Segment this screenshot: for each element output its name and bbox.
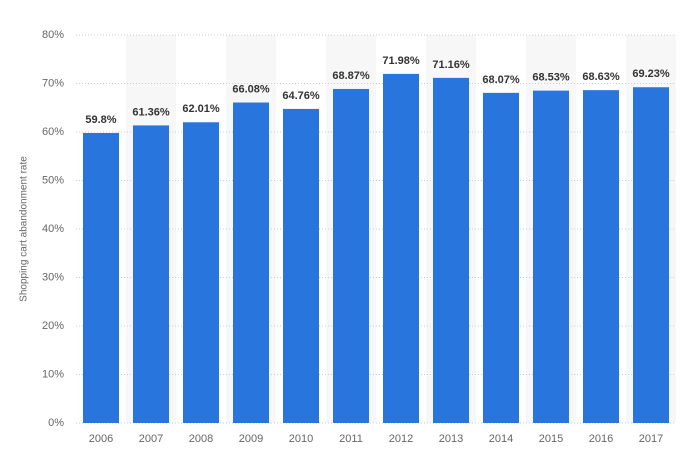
bar [233, 102, 269, 424]
x-tick-label: 2008 [189, 433, 213, 445]
value-label: 61.36% [132, 106, 170, 118]
x-tick-label: 2015 [539, 433, 563, 445]
y-tick-label: 50% [42, 174, 64, 186]
y-tick-label: 40% [42, 223, 64, 235]
bar [133, 125, 169, 424]
bar [83, 132, 119, 423]
y-tick-label: 20% [42, 320, 64, 332]
x-tick-label: 2017 [639, 433, 663, 445]
value-label: 64.76% [282, 90, 320, 102]
value-label: 71.98% [382, 55, 420, 67]
bar [483, 92, 519, 423]
bar [283, 108, 319, 423]
value-label: 62.01% [182, 103, 220, 115]
bar [633, 87, 669, 423]
x-tick-label: 2013 [439, 433, 463, 445]
x-tick-label: 2014 [489, 433, 513, 445]
bar [433, 77, 469, 424]
value-label: 68.63% [582, 71, 620, 83]
value-label: 59.8% [85, 114, 116, 126]
x-tick-label: 2007 [139, 433, 163, 445]
y-tick-label: 60% [42, 126, 64, 138]
value-label: 66.08% [232, 83, 270, 95]
bar [383, 73, 419, 423]
bar [183, 122, 219, 424]
x-tick-label: 2016 [589, 433, 613, 445]
y-axis-label: Shopping cart abandonment rate [19, 156, 30, 302]
value-label: 69.23% [632, 68, 670, 80]
x-tick-label: 2012 [389, 433, 413, 445]
value-label: 71.16% [432, 59, 470, 71]
bar [533, 90, 569, 423]
bar [583, 90, 619, 423]
value-label: 68.07% [482, 74, 520, 86]
value-label: 68.53% [532, 72, 570, 84]
y-tick-label: 70% [42, 77, 64, 89]
x-tick-label: 2009 [239, 433, 263, 445]
y-tick-label: 80% [42, 29, 64, 41]
x-tick-label: 2010 [289, 433, 313, 445]
bar [333, 88, 369, 423]
y-tick-label: 10% [42, 368, 64, 380]
x-tick-label: 2006 [89, 433, 113, 445]
y-tick-label: 0% [48, 417, 64, 429]
x-tick-label: 2011 [339, 433, 363, 445]
y-tick-label: 30% [42, 271, 64, 283]
value-label: 68.87% [332, 70, 370, 82]
